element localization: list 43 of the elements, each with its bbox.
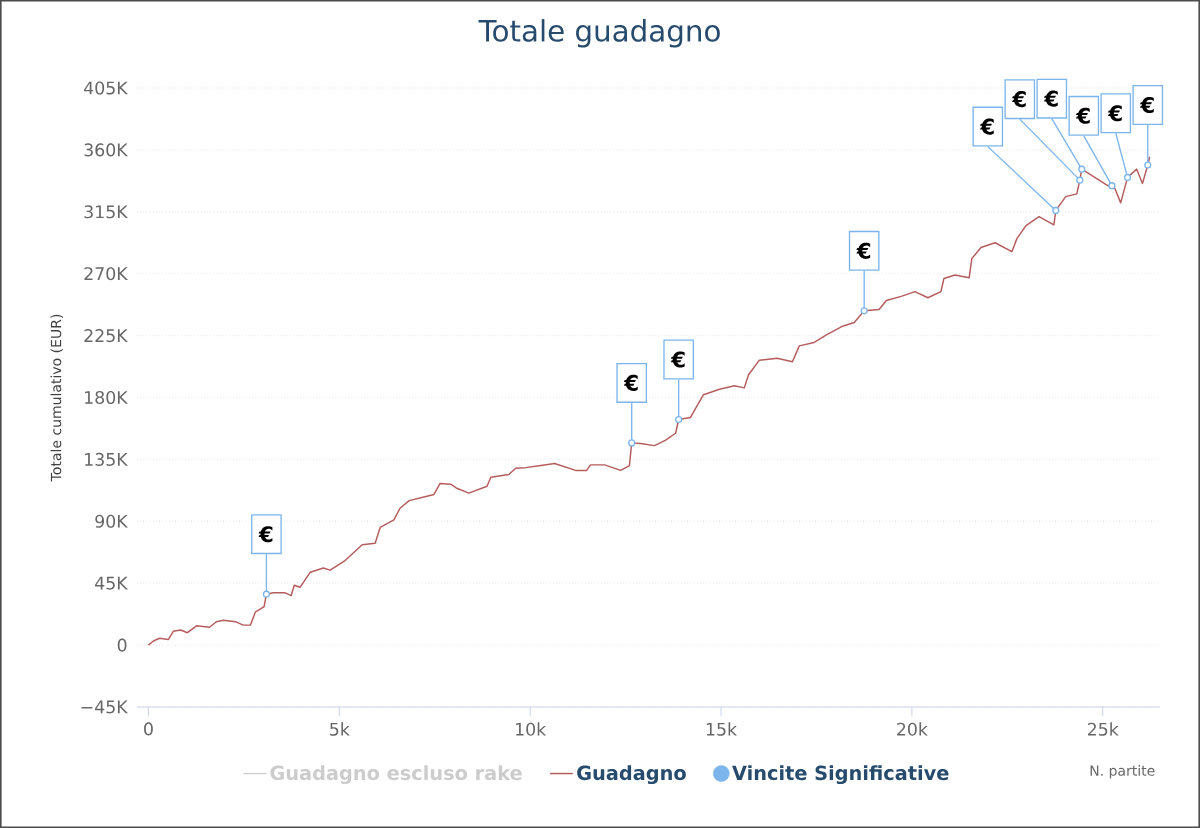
y-tick-label: 180K — [85, 390, 128, 405]
annotation: € — [1043, 90, 1058, 107]
x-tick-label: 20k — [897, 722, 928, 736]
point — [1076, 176, 1084, 184]
annotation: € — [1107, 105, 1122, 122]
point — [1108, 182, 1116, 190]
y-tick-label: −45K — [81, 700, 128, 714]
y-tick-label: 315K — [84, 205, 128, 219]
point — [860, 307, 868, 315]
annotation: € — [1139, 96, 1154, 114]
annotation: € — [1075, 107, 1090, 124]
point — [1078, 165, 1086, 173]
point — [628, 439, 636, 447]
x-tick-label: 15k — [706, 722, 738, 736]
point — [1123, 173, 1132, 182]
line-series — [147, 156, 1151, 646]
y-tick-label: 270K — [84, 267, 128, 281]
y-tick-label: 135K — [85, 452, 128, 466]
point — [1144, 161, 1152, 169]
y-tick-label: 405K — [84, 81, 128, 95]
legend-label: Vincite Significative — [732, 765, 949, 785]
point — [1052, 206, 1060, 215]
x-axis-title: N. partite — [1090, 765, 1155, 779]
x-tick-label: 0 — [144, 722, 153, 736]
annotation: € — [258, 526, 273, 543]
legend-label: Guadagno — [577, 765, 686, 785]
annotation: € — [670, 351, 685, 368]
y-tick-label: 0 — [117, 638, 127, 652]
y-tick-label: 360K — [84, 143, 128, 157]
y-tick-label: 45K — [95, 576, 128, 590]
y-tick-label: 225K — [84, 329, 128, 343]
annotation: € — [856, 242, 871, 259]
point — [675, 415, 683, 424]
y-axis-title: Totale cumulativo (EUR) — [50, 314, 63, 482]
chart-title: Totale guadagno — [478, 19, 720, 48]
annotation: € — [1011, 91, 1026, 108]
x-tick-label: 25k — [1087, 722, 1119, 736]
annotation: € — [623, 374, 638, 391]
x-tick-label: 5k — [330, 722, 350, 736]
x-tick-label: 10k — [516, 722, 547, 736]
point — [262, 590, 271, 598]
annotation: € — [979, 118, 994, 135]
y-tick-label: 90K — [95, 514, 128, 528]
